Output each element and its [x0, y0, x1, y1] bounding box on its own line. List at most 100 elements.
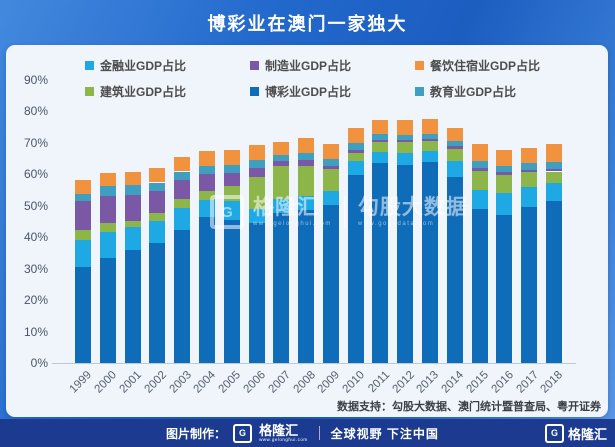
bar-segment-4 [124, 184, 141, 195]
bar-segment-3 [198, 173, 215, 192]
bar-segment-0 [149, 243, 166, 363]
footer-divider [318, 426, 320, 440]
stacked-bar-2018 [546, 45, 562, 363]
legend-label: 餐饮住宿业GDP占比 [430, 59, 541, 73]
bar-segment-2 [322, 168, 339, 191]
bar-segment-0 [298, 210, 315, 363]
bar-segment-4 [446, 141, 463, 147]
stacked-bar-2000 [99, 45, 116, 363]
y-axis-tick-label: 80% [23, 104, 48, 119]
bar-segment-2 [422, 141, 439, 151]
footer-credit-group: 图片制作： G 格隆汇 www.gelonghui.com 全球视野 下注中国 [166, 422, 439, 443]
legend-label: 博彩业GDP占比 [265, 85, 352, 99]
bar-segment-4 [422, 133, 439, 140]
x-axis-tick-label: 2006 [241, 369, 269, 396]
bar-segment-1 [372, 152, 389, 163]
bar-segment-1 [273, 199, 290, 213]
legend-item-0: 博彩业GDP占比 [250, 83, 415, 100]
x-axis-tick-label: 2010 [340, 369, 368, 396]
bar-segment-4 [347, 142, 364, 150]
bar-segment-5 [521, 147, 538, 163]
bar-segment-1 [347, 161, 364, 176]
bar-segment-0 [521, 207, 538, 363]
y-axis-tick-label: 70% [23, 135, 48, 150]
footer-credit-label: 图片制作： [166, 426, 227, 441]
bar-segment-5 [298, 137, 315, 153]
bar-segment-4 [149, 182, 166, 192]
bar-segment-1 [174, 207, 191, 230]
bar-segment-5 [248, 145, 265, 161]
bar-segment-3 [248, 167, 265, 178]
x-axis-tick-label: 2009 [315, 369, 343, 396]
bar-segment-1 [446, 161, 463, 177]
x-axis-tick-label: 2008 [291, 369, 318, 396]
bar-segment-5 [397, 119, 414, 135]
x-axis-tick-label: 2018 [538, 369, 566, 396]
x-axis-baseline [52, 363, 576, 364]
legend-swatch-icon [415, 87, 424, 96]
bar-segment-3 [322, 165, 339, 169]
bar-segment-3 [75, 201, 91, 231]
bar-segment-5 [372, 119, 389, 135]
bar-segment-0 [322, 204, 339, 363]
bar-segment-4 [248, 160, 265, 168]
bar-segment-2 [496, 174, 513, 193]
gelonghui-logo-icon: G [210, 195, 244, 229]
legend-swatch-icon [250, 87, 259, 96]
bar-segment-0 [248, 223, 265, 363]
footer-bar: 图片制作： G 格隆汇 www.gelonghui.com 全球视野 下注中国 … [0, 419, 615, 447]
bar-segment-4 [298, 152, 315, 161]
stacked-bar-2003 [174, 45, 191, 363]
x-axis-tick-label: 2002 [142, 369, 169, 396]
bar-segment-3 [223, 173, 240, 187]
footer-brand: 格隆汇 [259, 422, 299, 438]
bar-segment-2 [99, 223, 116, 232]
bar-segment-0 [75, 267, 91, 363]
stacked-bar-2009 [322, 45, 339, 363]
stacked-bar-2002 [149, 45, 166, 363]
bar-segment-5 [322, 144, 339, 159]
bar-segment-4 [546, 162, 562, 169]
bar-segment-0 [496, 214, 513, 363]
x-axis-tick-label: 1999 [67, 369, 95, 396]
bar-segment-4 [471, 161, 488, 169]
bar-segment-5 [75, 180, 91, 194]
bar-segment-3 [471, 168, 488, 171]
x-axis-tick-label: 2015 [464, 369, 492, 396]
bar-segment-1 [223, 201, 240, 220]
legend-swatch-icon [85, 61, 94, 70]
bar-segment-4 [198, 166, 215, 174]
stacked-bar-2011 [372, 45, 389, 363]
stacked-bar-2005 [223, 45, 240, 363]
watermark: G 格隆汇 www.gelonghui.com 勾股大数据 www.goguda… [210, 195, 468, 229]
bar-segment-0 [446, 176, 463, 363]
x-axis-tick-label: 2007 [266, 369, 293, 396]
gelonghui-logo-icon: G [233, 423, 253, 443]
legend-item-4: 教育业GDP占比 [415, 83, 615, 100]
legend-swatch-icon [85, 87, 94, 96]
bar-segment-2 [298, 165, 315, 196]
x-axis-tick-label: 2001 [117, 369, 145, 396]
bar-segment-2 [397, 141, 414, 153]
legend-item-1: 金融业GDP占比 [85, 57, 250, 74]
stacked-bar-2016 [496, 45, 513, 363]
x-axis-tick-label: 2005 [216, 369, 244, 396]
bar-segment-3 [422, 139, 439, 142]
bar-segment-2 [471, 170, 488, 190]
bar-segment-1 [322, 190, 339, 205]
bar-segment-1 [248, 208, 265, 224]
bar-segment-1 [149, 220, 166, 244]
bar-segment-2 [521, 172, 538, 187]
legend-label: 金融业GDP占比 [100, 59, 187, 73]
legend-label: 建筑业GDP占比 [100, 85, 187, 99]
y-axis-tick-label: 10% [23, 324, 48, 339]
watermark-partner: 勾股大数据 [357, 196, 468, 219]
footer-slogan: 全球视野 下注中国 [330, 426, 439, 441]
y-axis-tick-label: 20% [23, 293, 48, 308]
stacked-bar-1999 [75, 45, 91, 363]
bar-segment-2 [446, 149, 463, 162]
bar-segment-4 [75, 193, 91, 202]
bar-segment-5 [99, 173, 116, 187]
bar-segment-0 [198, 217, 215, 363]
bar-segment-5 [223, 149, 240, 165]
